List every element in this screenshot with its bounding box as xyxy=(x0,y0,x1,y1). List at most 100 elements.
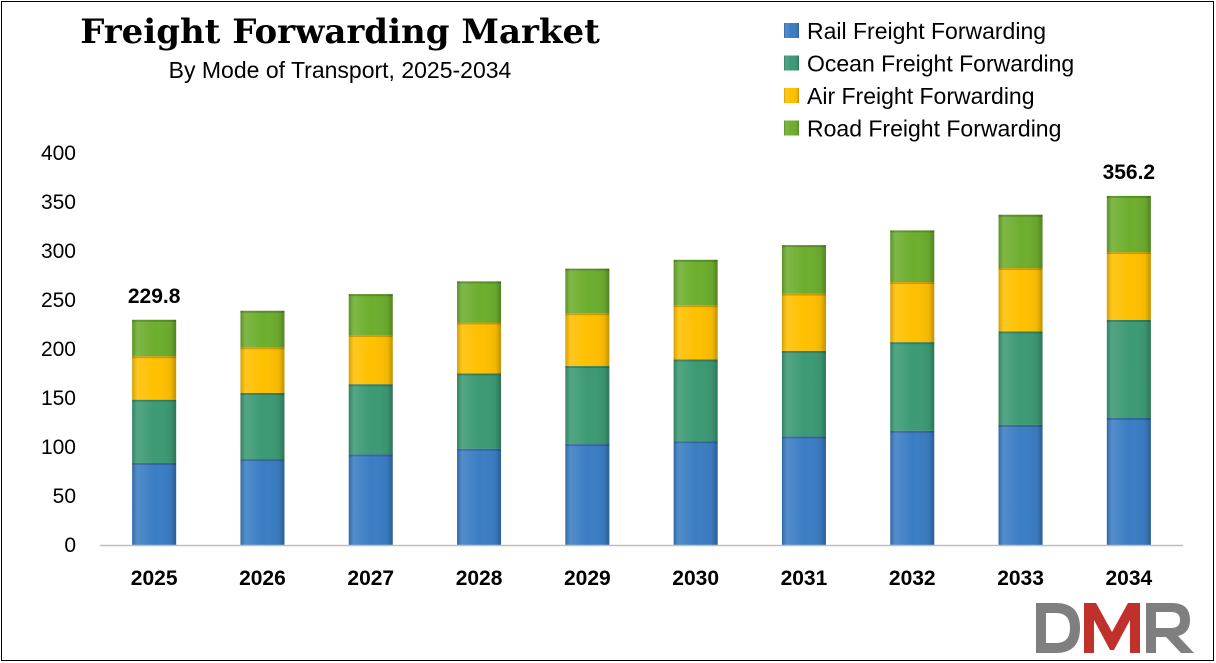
legend-label: Ocean Freight Forwarding xyxy=(807,51,1074,77)
bar-segment-edge xyxy=(890,430,935,433)
bar-segment-shade xyxy=(1106,417,1151,545)
bar-segment-edge xyxy=(890,282,935,285)
y-tick-label: 400 xyxy=(41,142,76,165)
x-tick-label: 2030 xyxy=(672,567,719,590)
bar-segment-edge xyxy=(998,268,1043,271)
bar-segment-shade xyxy=(781,436,826,545)
y-tick-label: 200 xyxy=(41,338,76,361)
bar-segment-edge xyxy=(890,342,935,345)
bar-segment-edge xyxy=(673,441,718,444)
bar-segment-edge xyxy=(890,230,935,233)
bar-segment-shade xyxy=(132,356,177,400)
legend-swatch-shade xyxy=(784,55,799,71)
legend-item: Rail Freight Forwarding xyxy=(784,18,1046,44)
bar-segment-shade xyxy=(998,214,1043,269)
y-axis: 0 50 100 150 200 250 300 350 400 xyxy=(41,142,76,557)
bar-segment-shade xyxy=(457,373,502,449)
x-tick-label: 2026 xyxy=(239,567,286,590)
bar-stack-2028 xyxy=(457,281,502,545)
bar-segment-edge xyxy=(565,268,610,271)
bar-segment-edge xyxy=(673,305,718,308)
bar-segment-edge xyxy=(457,281,502,284)
bar-segment-edge xyxy=(673,259,718,262)
bar-segment-shade xyxy=(565,313,610,367)
legend-item: Air Freight Forwarding xyxy=(784,83,1035,109)
bar-segment-shade xyxy=(998,424,1043,545)
y-tick-label: 50 xyxy=(53,485,76,508)
bar-segment-shade xyxy=(457,448,502,545)
bar-segment-edge xyxy=(132,356,177,359)
bar-segment-shade xyxy=(240,459,285,545)
bar-segment-edge xyxy=(132,319,177,322)
x-tick-label: 2031 xyxy=(781,567,828,590)
bar-segment-shade xyxy=(457,322,502,374)
bar-segment-shade xyxy=(890,282,935,343)
bar-segment-edge xyxy=(998,331,1043,334)
legend-item: Road Freight Forwarding xyxy=(784,116,1061,142)
bars xyxy=(132,195,1151,545)
bar-segment-shade xyxy=(348,294,393,336)
bar-segment-edge xyxy=(348,335,393,338)
bar-segment-shade xyxy=(781,350,826,437)
total-data-label: 356.2 xyxy=(1103,161,1156,184)
bar-segment-shade xyxy=(240,310,285,348)
bar-segment-shade xyxy=(673,259,718,306)
x-tick-label: 2029 xyxy=(564,567,611,590)
x-tick-label: 2034 xyxy=(1105,567,1152,590)
bar-segment-edge xyxy=(673,359,718,362)
bar-segment-edge xyxy=(132,399,177,402)
bar-segment-shade xyxy=(673,441,718,545)
bar-segment-shade xyxy=(348,335,393,385)
bar-segment-edge xyxy=(457,373,502,376)
dmr-logo xyxy=(1036,603,1194,653)
legend: Rail Freight Forwarding Ocean Freight For… xyxy=(784,18,1074,142)
legend-swatch-shade xyxy=(784,120,799,136)
bar-segment-shade xyxy=(240,347,285,394)
bar-segment-edge xyxy=(1106,417,1151,420)
x-tick-label: 2033 xyxy=(997,567,1044,590)
bar-segment-shade xyxy=(1106,252,1151,320)
bar-segment-edge xyxy=(781,436,826,439)
bar-stack-2031 xyxy=(781,245,826,545)
bar-stack-2033 xyxy=(998,214,1043,545)
bar-segment-shade xyxy=(998,331,1043,425)
bar-segment-shade xyxy=(132,462,177,545)
bar-stack-2034 xyxy=(1106,195,1151,545)
legend-label: Road Freight Forwarding xyxy=(807,116,1061,142)
bar-segment-shade xyxy=(781,293,826,351)
bar-segment-edge xyxy=(565,444,610,447)
bar-segment-edge xyxy=(240,459,285,462)
legend-label: Rail Freight Forwarding xyxy=(807,18,1046,44)
bar-segment-shade xyxy=(890,342,935,431)
bar-stack-2029 xyxy=(565,268,610,545)
bar-segment-edge xyxy=(348,384,393,387)
bar-segment-edge xyxy=(457,448,502,451)
x-tick-label: 2025 xyxy=(131,567,178,590)
bar-segment-edge xyxy=(781,293,826,296)
y-tick-label: 150 xyxy=(41,387,76,410)
bar-segment-shade xyxy=(348,384,393,455)
bar-segment-shade xyxy=(132,319,177,357)
bar-segment-edge xyxy=(240,310,285,313)
bar-segment-edge xyxy=(348,454,393,457)
bar-segment-edge xyxy=(1106,319,1151,322)
bar-segment-shade xyxy=(673,359,718,442)
y-tick-label: 250 xyxy=(41,289,76,312)
bar-segment-edge xyxy=(781,245,826,248)
bar-segment-shade xyxy=(998,268,1043,332)
y-tick-label: 0 xyxy=(64,534,76,557)
x-tick-label: 2028 xyxy=(456,567,503,590)
y-tick-label: 350 xyxy=(41,191,76,214)
x-axis: 2025 2026 2027 2028 2029 2030 2031 2032 2033 2034 xyxy=(100,544,1183,590)
chart-subtitle: By Mode of Transport, 2025-2034 xyxy=(169,57,512,83)
total-labels: 229.8 356.2 xyxy=(128,161,1155,308)
bar-segment-shade xyxy=(890,430,935,545)
bar-segment-edge xyxy=(998,424,1043,427)
bar-segment-shade xyxy=(890,230,935,283)
bar-segment-shade xyxy=(781,245,826,294)
bar-segment-edge xyxy=(457,322,502,325)
x-tick-label: 2027 xyxy=(347,567,394,590)
bar-segment-edge xyxy=(132,462,177,465)
bar-segment-edge xyxy=(1106,252,1151,255)
